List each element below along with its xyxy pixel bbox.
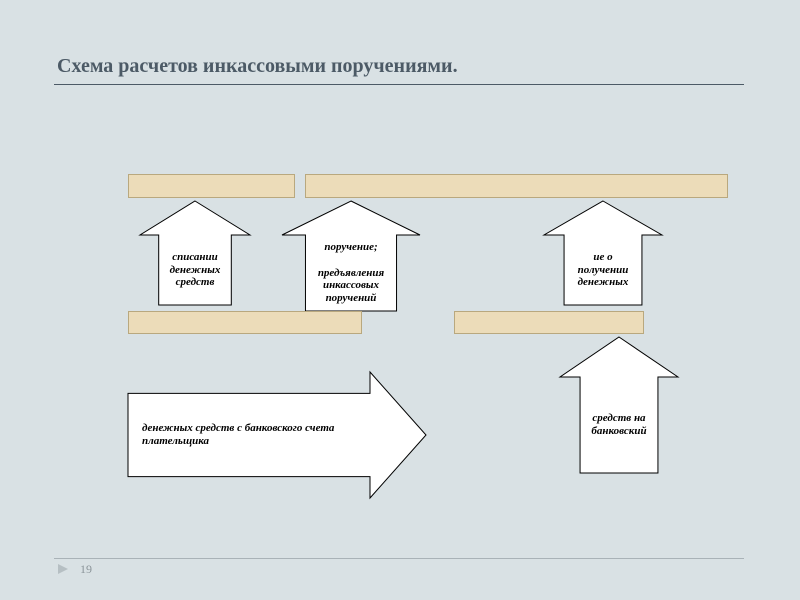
mid-right-box — [454, 311, 644, 334]
slide-title: Схема расчетов инкассовыми поручениями. — [57, 55, 458, 78]
up-arrow-3-label: ие о получении денежных — [564, 235, 642, 305]
page-number: 19 — [80, 562, 92, 577]
slide: Схема расчетов инкассовыми поручениями. … — [0, 0, 800, 600]
mid-left-box — [128, 311, 362, 334]
footer-rule — [54, 558, 744, 559]
top-right-box — [305, 174, 728, 198]
right-arrow-label: денежных средств с банковского счета пла… — [138, 393, 366, 476]
up-arrow-2-label: поручение; предъявления инкассовых поруч… — [305, 235, 396, 311]
title-rule — [54, 84, 744, 85]
up-arrow-bottom-right-label: средств на банковский — [580, 377, 658, 473]
top-left-box — [128, 174, 295, 198]
slide-content: Схема расчетов инкассовыми поручениями. … — [0, 0, 800, 600]
next-slide-icon[interactable] — [56, 562, 70, 576]
up-arrow-1-label: списании денежных средств — [159, 235, 232, 305]
